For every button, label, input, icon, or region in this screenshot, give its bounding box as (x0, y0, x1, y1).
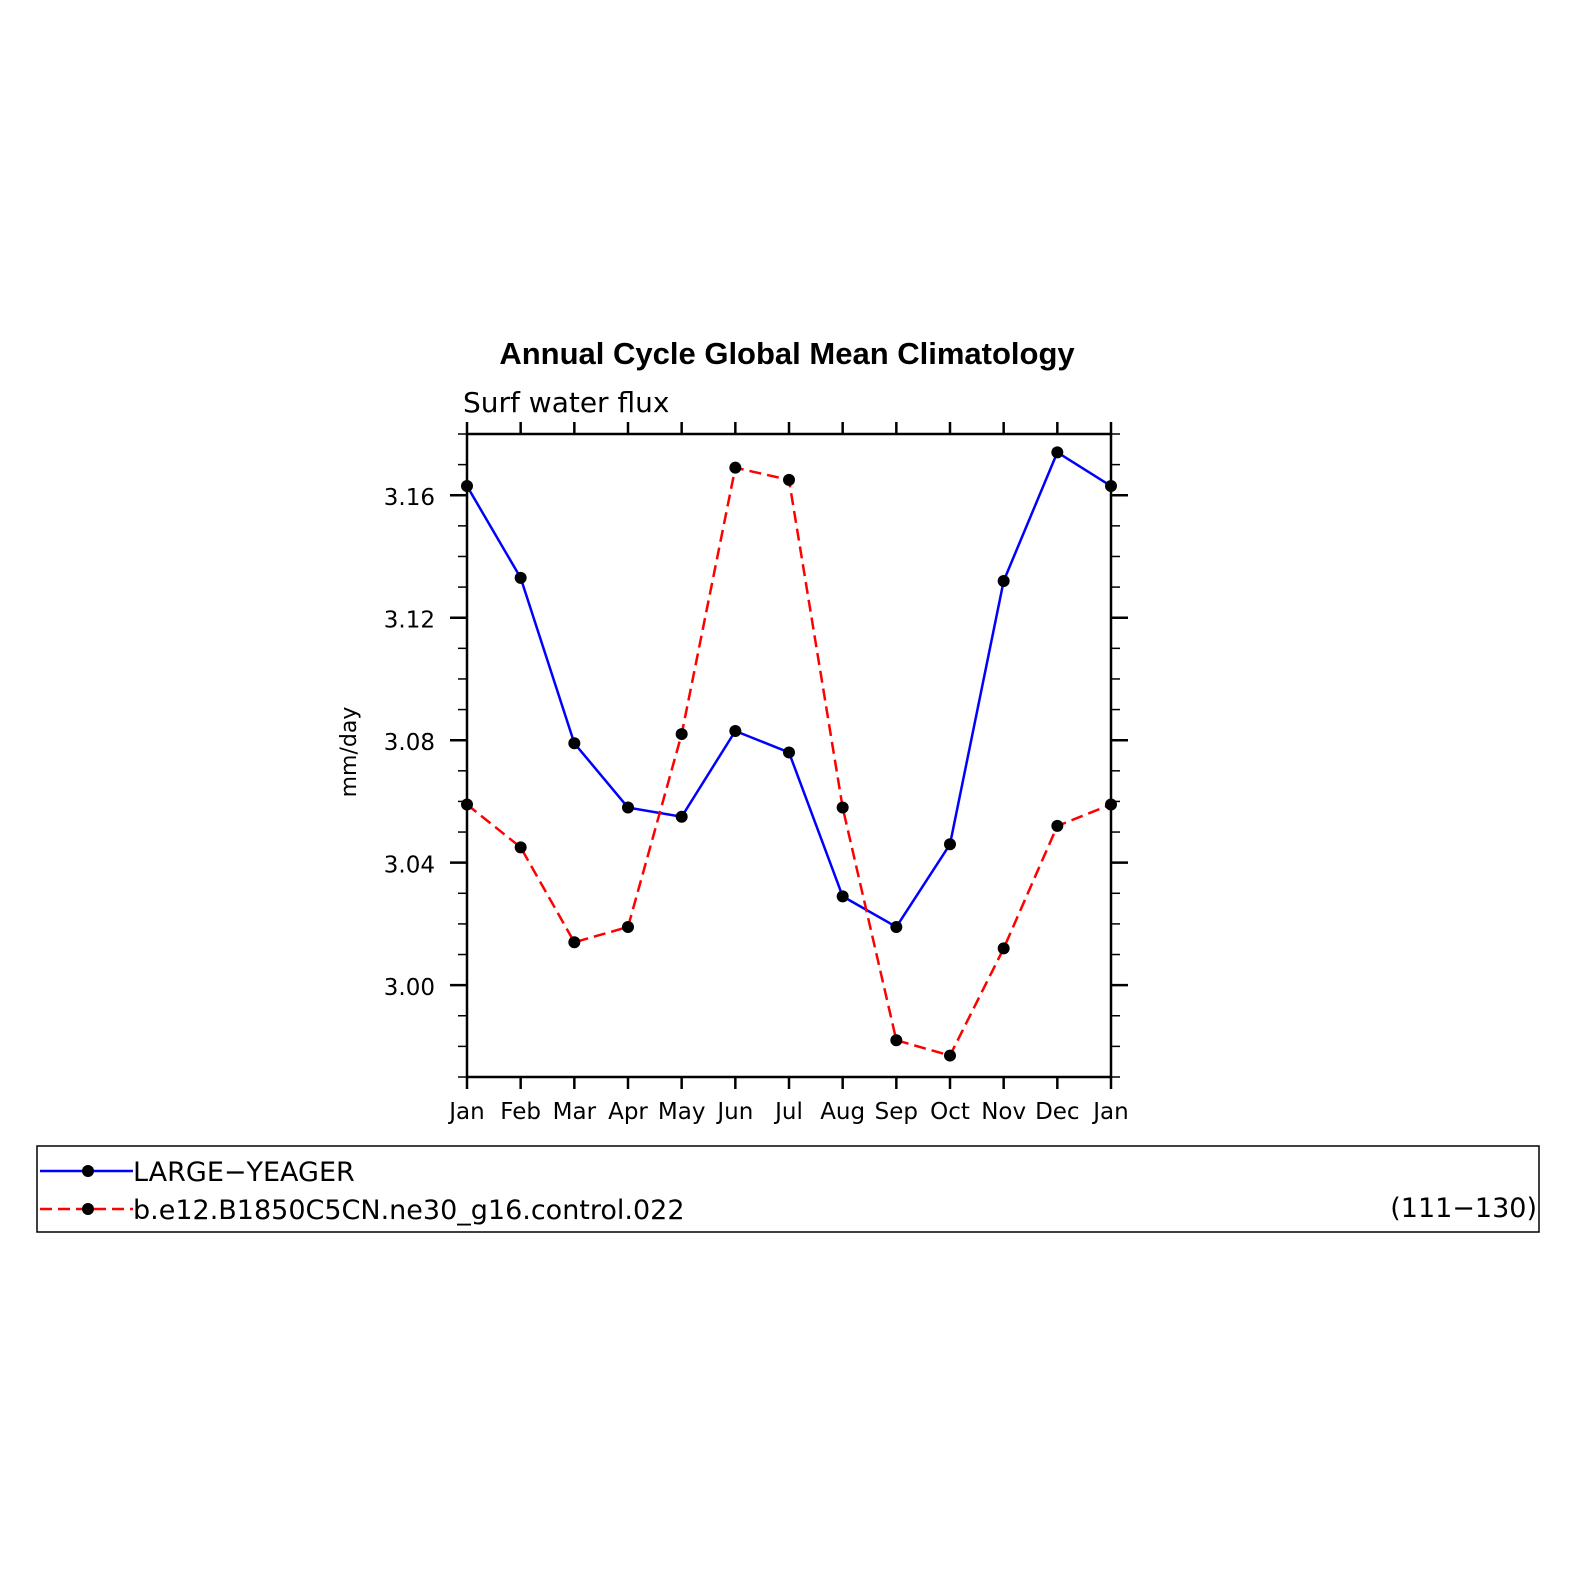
series-1-point (890, 920, 903, 933)
x-tick-label: Jan (447, 1099, 484, 1125)
y-tick-label: 3.04 (384, 853, 435, 879)
series-1-point (622, 801, 634, 814)
series-1-point (783, 746, 795, 759)
y-tick-label: 3.08 (384, 730, 435, 756)
series-2-point (783, 473, 795, 486)
series-1-point (1051, 446, 1064, 459)
x-tick-label: Aug (820, 1099, 865, 1125)
series-2-point (461, 798, 473, 811)
y-tick-label: 3.00 (384, 975, 435, 1001)
series-1-point (729, 725, 742, 738)
chart-subtitle: Surf water flux (463, 386, 669, 419)
series-2-point (514, 841, 527, 854)
x-tick-label: Oct (930, 1099, 970, 1125)
legend-note: (111−130) (1390, 1193, 1537, 1224)
series-2-point (622, 920, 634, 933)
x-tick-label: Sep (875, 1099, 918, 1125)
legend-label-2: b.e12.B1850C5CN.ne30_g16.control.022 (133, 1195, 685, 1226)
series-1-point (514, 571, 527, 584)
legend: LARGE−YEAGER b.e12.B1850C5CN.ne30_g16.con… (36, 1145, 1540, 1233)
series-2-point (1051, 819, 1064, 832)
legend-marker-1 (82, 1165, 94, 1177)
series-1-point (568, 737, 581, 750)
y-tick-label: 3.16 (384, 485, 435, 511)
x-tick-label: Jan (1091, 1099, 1128, 1125)
x-tick-label: May (658, 1099, 706, 1125)
series-2-point (890, 1034, 903, 1047)
legend-box (36, 1145, 1540, 1233)
series-2-point (1105, 798, 1117, 811)
series-2-point (944, 1049, 956, 1062)
series-2-point (729, 461, 742, 474)
x-tick-label: Apr (608, 1099, 648, 1125)
x-tick-label: Jul (773, 1099, 803, 1125)
y-tick-label: 3.12 (384, 608, 435, 634)
series-1-point (836, 890, 849, 903)
series-2-point (675, 728, 688, 741)
y-axis-label: mm/day (337, 707, 362, 798)
series-2-point (568, 936, 581, 949)
chart-title: Annual Cycle Global Mean Climatology (499, 336, 1075, 371)
x-tick-label: Feb (500, 1099, 541, 1125)
series-1-point (675, 810, 688, 823)
series-1-point (1105, 480, 1117, 493)
series-1-point (997, 574, 1010, 587)
x-tick-label: Mar (553, 1099, 597, 1125)
series-2-point (836, 801, 849, 814)
plot-area: Jan Feb Mar Apr May Jun Jul Aug Sep Oct Nov Dec Jan 3… (384, 422, 1129, 1125)
legend-label-1: LARGE−YEAGER (133, 1157, 355, 1188)
x-tick-label: Jun (715, 1099, 753, 1125)
x-tick-label: Dec (1035, 1099, 1080, 1125)
series-1-point (944, 838, 956, 851)
series-line-1 (465, 450, 1112, 929)
series-1-point (461, 480, 473, 493)
x-tick-label: Nov (981, 1099, 1026, 1125)
series-2-point (997, 942, 1010, 955)
legend-marker-2 (82, 1203, 94, 1215)
